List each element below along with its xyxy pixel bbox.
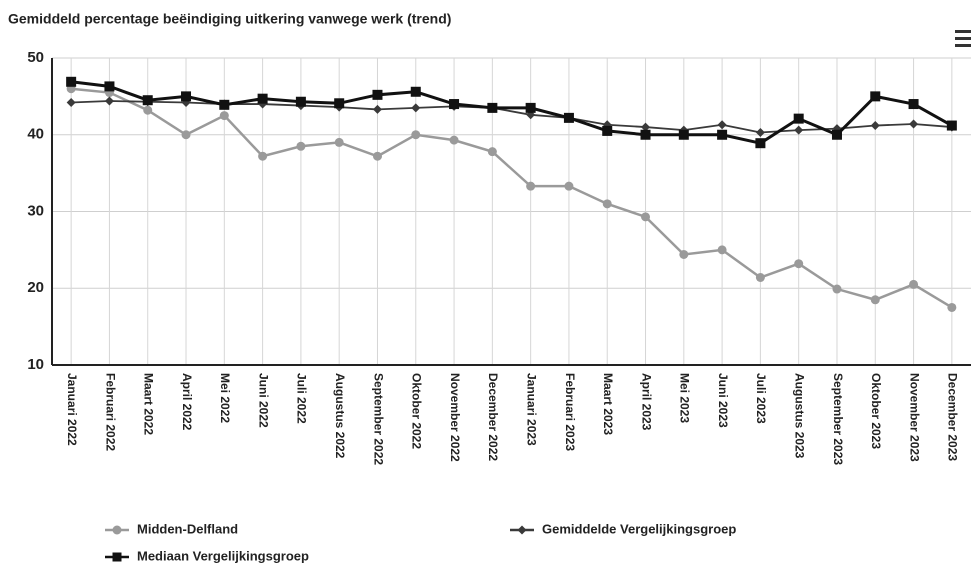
point <box>717 120 727 130</box>
point <box>946 120 957 131</box>
chart-title: Gemiddeld percentage beëindiging uitkeri… <box>8 11 451 27</box>
x-tick-label: Mei 2023 <box>678 373 692 423</box>
x-tick-label: Juli 2023 <box>754 373 768 424</box>
series-line <box>71 87 953 309</box>
point <box>449 99 460 110</box>
point <box>219 99 230 110</box>
legend-marker <box>517 525 527 535</box>
x-tick-label: Juli 2022 <box>295 373 309 424</box>
point <box>525 102 536 113</box>
point <box>66 98 76 108</box>
point <box>296 141 306 151</box>
x-tick-label: September 2022 <box>371 373 385 465</box>
point <box>487 102 498 113</box>
point <box>870 295 880 305</box>
y-tick-label: 50 <box>27 49 44 66</box>
x-tick-label: Februari 2022 <box>103 373 117 451</box>
point <box>602 199 612 209</box>
point <box>181 91 192 102</box>
point <box>487 147 497 157</box>
x-tick-label: December 2023 <box>946 373 960 461</box>
y-tick-label: 10 <box>27 356 44 373</box>
point <box>372 151 382 161</box>
point <box>909 119 919 129</box>
point <box>449 135 459 145</box>
x-tick-label: November 2023 <box>907 373 921 462</box>
point <box>372 104 382 114</box>
point <box>679 249 689 259</box>
point <box>372 89 383 100</box>
point <box>870 91 881 102</box>
point <box>410 86 421 97</box>
x-tick-label: Juni 2023 <box>716 373 730 428</box>
point <box>142 95 153 106</box>
y-tick-label: 30 <box>27 202 44 219</box>
point <box>66 76 77 87</box>
point <box>909 279 919 289</box>
point <box>411 130 421 140</box>
x-tick-label: Maart 2023 <box>601 373 615 435</box>
legend-label: Midden-Delfland <box>137 521 238 536</box>
point <box>602 120 612 130</box>
point <box>794 259 804 269</box>
x-tick-label: Mei 2022 <box>218 373 232 423</box>
point <box>334 98 345 109</box>
point <box>793 113 804 124</box>
legend-label: Mediaan Vergelijkingsgroep <box>137 548 309 563</box>
point <box>104 96 114 106</box>
x-tick-label: Januari 2023 <box>524 373 538 446</box>
y-tick-label: 40 <box>27 126 44 143</box>
legend-marker <box>112 525 122 535</box>
series-line <box>70 80 953 145</box>
x-tick-label: Oktober 2022 <box>410 373 424 449</box>
point <box>219 111 229 121</box>
point <box>717 245 727 255</box>
point <box>411 103 421 113</box>
point <box>870 121 880 131</box>
x-tick-label: November 2022 <box>448 373 462 462</box>
point <box>602 125 613 136</box>
point <box>295 96 306 107</box>
x-tick-label: Maart 2022 <box>142 373 156 435</box>
point <box>641 212 651 222</box>
point <box>641 122 651 132</box>
point <box>832 284 842 294</box>
legend-label: Gemiddelde Vergelijkingsgroep <box>542 521 736 536</box>
point <box>678 129 689 140</box>
point <box>563 112 574 123</box>
point <box>257 93 268 104</box>
x-tick-label: Oktober 2023 <box>869 373 883 449</box>
point <box>564 181 574 191</box>
x-tick-label: April 2023 <box>639 373 653 431</box>
point <box>908 99 919 110</box>
x-tick-label: Augustus 2022 <box>333 373 347 459</box>
menu-icon[interactable] <box>955 30 971 47</box>
x-tick-label: Februari 2023 <box>563 373 577 451</box>
point <box>755 273 765 283</box>
legend-marker <box>112 552 122 562</box>
point <box>526 181 536 191</box>
point <box>947 302 957 312</box>
x-tick-label: Januari 2022 <box>65 373 79 446</box>
y-tick-label: 20 <box>27 279 44 296</box>
point <box>755 138 766 149</box>
point <box>258 151 268 161</box>
point <box>831 129 842 140</box>
x-tick-label: September 2023 <box>831 373 845 465</box>
x-tick-label: Augustus 2023 <box>793 373 807 459</box>
point <box>181 130 191 140</box>
x-tick-label: April 2022 <box>180 373 194 431</box>
point <box>640 129 651 140</box>
point <box>717 129 728 140</box>
point <box>794 125 804 135</box>
x-tick-label: Juni 2022 <box>256 373 270 428</box>
point <box>143 105 153 115</box>
point <box>755 127 765 137</box>
point <box>334 137 344 147</box>
x-tick-label: December 2022 <box>486 373 500 461</box>
point <box>104 81 115 92</box>
